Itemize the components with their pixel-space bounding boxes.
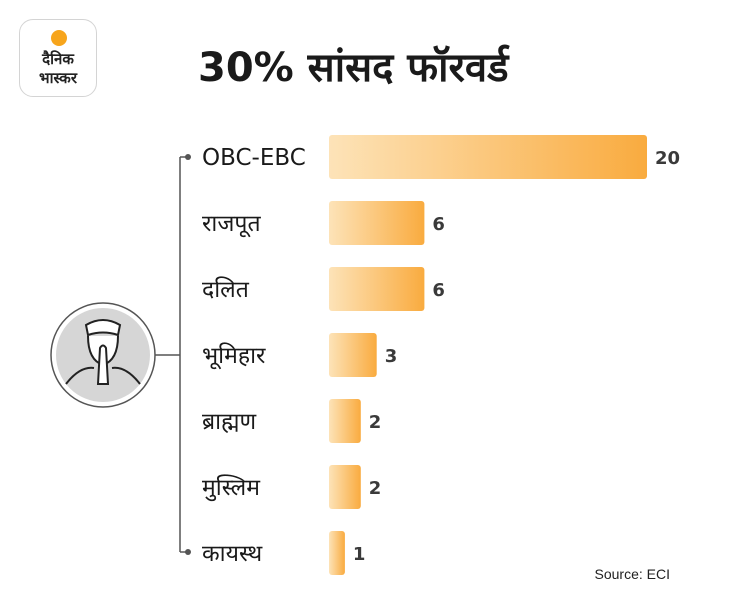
bar xyxy=(329,399,361,443)
value-label: 20 xyxy=(655,148,680,169)
logo-line2: भास्कर xyxy=(39,69,77,87)
avatar-namaste-icon xyxy=(50,302,156,408)
connector-top-dot xyxy=(185,154,191,160)
bars-group: OBC-EBC 20 राजपूत 6 दलित 6 भूमिहार 3 ब्राह्मण 2 मु… xyxy=(202,135,680,575)
category-connector xyxy=(152,154,191,555)
category-label: कायस्थ xyxy=(202,541,263,567)
bar xyxy=(329,465,361,509)
value-label: 6 xyxy=(432,214,445,235)
bar xyxy=(329,201,425,245)
logo-line1: दैनिक xyxy=(42,50,74,68)
category-label: भूमिहार xyxy=(202,342,266,370)
value-label: 6 xyxy=(432,280,445,301)
dainik-bhaskar-logo: दैनिक भास्कर xyxy=(19,19,97,97)
bar xyxy=(329,135,647,179)
value-label: 3 xyxy=(385,346,398,367)
category-label: दलित xyxy=(202,276,250,303)
sun-icon xyxy=(51,30,67,46)
category-label: मुस्लिम xyxy=(202,474,261,502)
category-label: राजपूत xyxy=(202,211,261,238)
value-label: 2 xyxy=(369,412,382,433)
connector-bottom-dot xyxy=(185,549,191,555)
bar xyxy=(329,531,345,575)
value-label: 2 xyxy=(369,478,382,499)
source-note: Source: ECI xyxy=(594,566,670,582)
bar xyxy=(329,333,377,377)
page-title: 30% सांसद फॉरवर्ड xyxy=(198,45,509,91)
category-label: OBC-EBC xyxy=(202,145,306,171)
bar xyxy=(329,267,425,311)
value-label: 1 xyxy=(353,544,366,565)
category-label: ब्राह्मण xyxy=(202,409,257,435)
